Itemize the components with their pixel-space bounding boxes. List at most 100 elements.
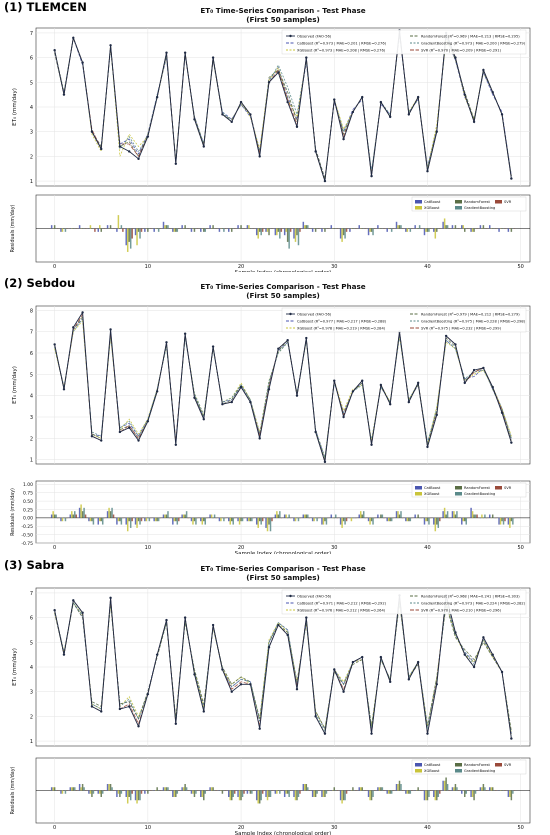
residual-bar: [321, 790, 323, 797]
residual-bar: [261, 517, 264, 522]
residual-bar: [120, 790, 123, 794]
residual-bar: [140, 790, 143, 794]
residual-bar: [509, 790, 511, 797]
residual-bar: [414, 225, 416, 229]
residual-legend-label: GradientBoosting: [464, 769, 495, 773]
residual-bar: [173, 517, 176, 522]
residual-bar: [203, 517, 205, 522]
observed-point: [193, 396, 196, 400]
residual-bar: [237, 790, 239, 797]
observed-point: [286, 338, 289, 342]
residual-bar: [322, 790, 325, 797]
residual-bar: [304, 225, 306, 229]
residual-bar: [175, 790, 177, 797]
observed-point: [137, 157, 140, 161]
observed-point: [174, 162, 178, 165]
residual-bar: [117, 517, 120, 522]
residual-bar: [335, 514, 337, 518]
residual-bar: [297, 790, 300, 797]
residual-bar: [181, 514, 183, 518]
residual-bar: [294, 228, 297, 242]
residual-bar: [484, 787, 486, 791]
residual-bar: [268, 517, 270, 525]
observed-point: [109, 44, 112, 47]
residual-legend-label: RandomForest: [464, 200, 490, 204]
residual-bar: [53, 514, 56, 518]
residual-bar: [462, 225, 465, 229]
residual-bar: [504, 517, 506, 522]
legend-label: XGBoost (R²=0.976 | MAE=0.212 | RMSE=0.2…: [297, 609, 386, 613]
residual-bar: [61, 517, 64, 522]
observed-point: [407, 400, 411, 404]
series-line-xgboost: [54, 600, 512, 734]
residual-bar: [228, 517, 230, 522]
residual-bar: [439, 517, 441, 522]
residual-bar: [434, 517, 437, 532]
residual-y-tick-label: 0.25: [23, 507, 33, 513]
residual-bar: [167, 511, 169, 518]
residual-bar: [296, 790, 298, 801]
residual-bar: [181, 225, 183, 229]
residual-bar: [417, 787, 419, 791]
observed-point: [314, 430, 317, 434]
residual-bar: [203, 228, 205, 232]
observed-point: [174, 443, 178, 446]
residual-bar: [172, 790, 174, 797]
residual-y-tick-label: -0.25: [21, 524, 33, 530]
observed-point: [426, 732, 429, 735]
residual-legend-label: XGBoost: [424, 492, 440, 496]
residual-bar: [108, 507, 110, 518]
residual-bar: [417, 514, 419, 518]
residual-bar: [377, 225, 379, 229]
residual-bar: [172, 228, 174, 232]
observed-point: [62, 388, 66, 391]
residual-bar: [408, 790, 410, 794]
residual-bar: [470, 507, 472, 518]
residual-bar: [134, 517, 137, 525]
series-line-observed: [54, 30, 512, 182]
residual-bar: [61, 228, 64, 232]
residual-bar: [257, 790, 259, 804]
residual-bar: [237, 517, 239, 522]
x-tick-label: 40: [424, 545, 430, 551]
legend-label: XGBoost (R²=0.973 | MAE=0.208 | RMSE=0.2…: [297, 49, 386, 53]
residual-bar: [378, 787, 381, 791]
residual-bar: [387, 790, 390, 794]
residual-bar: [311, 228, 314, 232]
residual-bar: [190, 790, 193, 794]
residual-legend-swatch: [495, 200, 502, 204]
residual-bar: [258, 790, 261, 804]
residual-bar: [129, 790, 132, 801]
residual-bar: [277, 514, 280, 518]
residual-bar: [111, 507, 113, 518]
residual-bar: [233, 790, 236, 794]
residual-bar: [265, 228, 267, 232]
residual-bar: [276, 511, 278, 518]
residual-bar: [91, 517, 93, 522]
residual-legend-label: GradientBoosting: [464, 206, 495, 210]
residual-bar: [465, 790, 467, 794]
residual-bar: [341, 228, 343, 242]
residual-bar: [164, 787, 166, 791]
residual-bar: [367, 228, 370, 236]
residual-bar: [257, 517, 259, 528]
residual-bar: [260, 790, 262, 801]
residual-bar: [117, 215, 120, 229]
residual-bar: [369, 517, 371, 525]
observed-point: [426, 169, 429, 173]
residual-bar: [484, 514, 486, 518]
residual-bar: [122, 228, 124, 232]
observed-point: [128, 150, 131, 153]
residual-bar: [232, 790, 234, 797]
residual-bar: [72, 514, 75, 518]
residual-bar: [116, 517, 118, 525]
y-tick-label: 8: [30, 308, 33, 314]
observed-point: [90, 130, 94, 133]
residual-bar: [248, 517, 250, 522]
residual-bar: [299, 790, 301, 794]
residual-bar: [116, 228, 118, 232]
residual-bar: [176, 517, 179, 525]
residual-bar: [106, 511, 109, 518]
residual-bar: [165, 787, 168, 791]
observed-point: [62, 653, 66, 656]
